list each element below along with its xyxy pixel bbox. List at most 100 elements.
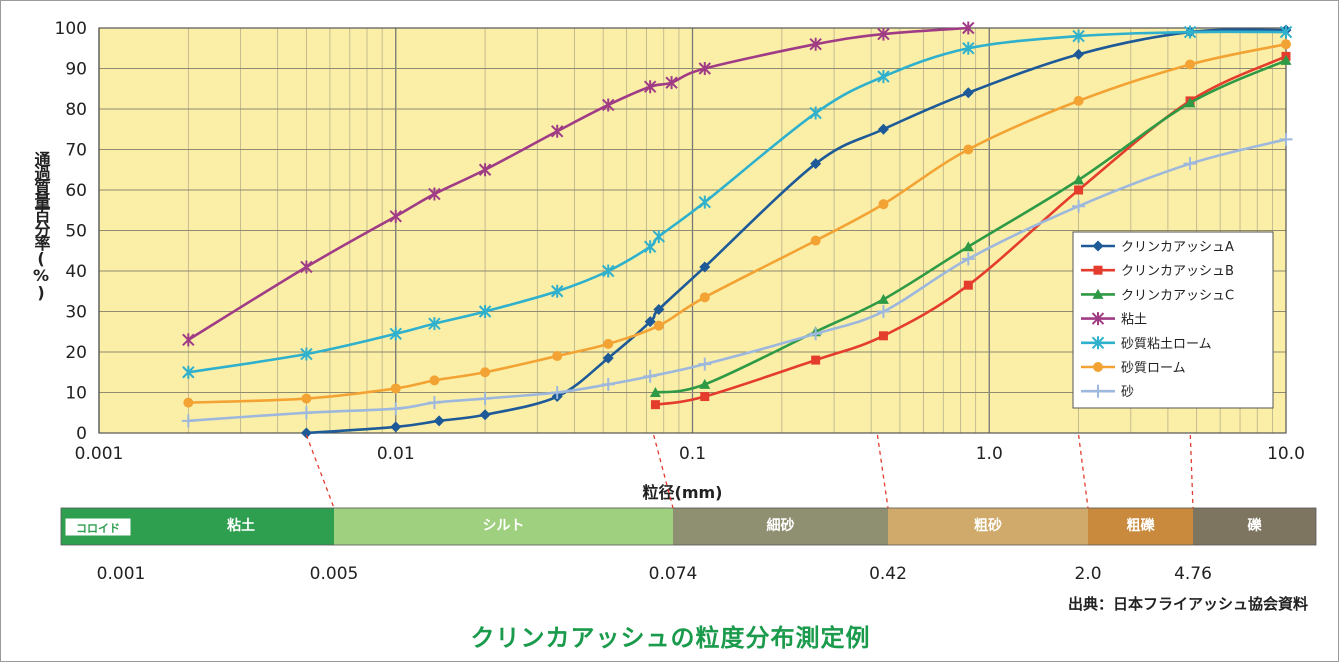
x-tick-label: 0.001 bbox=[75, 444, 124, 464]
data-point bbox=[182, 333, 195, 347]
data-point bbox=[810, 158, 822, 170]
data-point bbox=[1072, 29, 1085, 43]
data-point bbox=[877, 70, 890, 84]
data-point bbox=[1074, 185, 1084, 195]
data-point bbox=[301, 393, 312, 404]
y-tick-label: 70 bbox=[65, 141, 87, 161]
band-label: 粗礫 bbox=[1127, 517, 1156, 534]
y-tick-label: 90 bbox=[65, 60, 87, 80]
data-point bbox=[427, 396, 441, 410]
band-label: 礫 bbox=[1248, 517, 1263, 534]
data-point bbox=[698, 195, 711, 209]
series-4 bbox=[182, 21, 975, 347]
data-point bbox=[1073, 95, 1084, 106]
data-point bbox=[479, 409, 491, 421]
y-tick-label: 20 bbox=[65, 343, 87, 363]
series-line bbox=[655, 55, 1287, 406]
data-point bbox=[643, 80, 657, 94]
data-point bbox=[601, 377, 615, 391]
x-tick-label: 1.0 bbox=[976, 444, 1003, 464]
data-point bbox=[1093, 362, 1103, 372]
band-label: 細砂 bbox=[767, 517, 795, 534]
band-boundary-value: 0.001 bbox=[97, 564, 146, 584]
data-point bbox=[877, 293, 889, 304]
band-boundary-value: 2.0 bbox=[1074, 564, 1101, 584]
band-border bbox=[60, 507, 1317, 546]
legend-box bbox=[1072, 231, 1274, 409]
x-tick-label: 0.01 bbox=[377, 444, 415, 464]
legend: クリンカアッシュA クリンカアッシュB クリンカアッシュC 粘土砂質粘土ローム砂質ロー… bbox=[1072, 231, 1274, 409]
legend-label: 粘土 bbox=[1121, 313, 1147, 328]
data-point bbox=[961, 252, 975, 266]
data-point bbox=[389, 209, 402, 223]
band-label: 粘土 bbox=[227, 517, 255, 534]
data-point bbox=[698, 357, 712, 371]
data-point bbox=[962, 241, 974, 252]
data-point bbox=[698, 62, 711, 75]
data-point bbox=[699, 292, 710, 303]
data-point bbox=[300, 347, 313, 361]
data-point bbox=[390, 421, 402, 433]
legend-item: 砂質粘土ローム bbox=[1081, 336, 1212, 352]
data-point bbox=[480, 367, 491, 378]
boundary-connector bbox=[305, 434, 335, 509]
legend-item: 砂質ローム bbox=[1081, 361, 1186, 376]
band-label: 粗砂 bbox=[974, 517, 1002, 534]
legend-label: 砂 bbox=[1121, 385, 1134, 400]
data-point bbox=[700, 392, 710, 402]
data-point bbox=[878, 331, 888, 341]
data-point bbox=[699, 378, 711, 389]
data-point bbox=[181, 414, 195, 428]
data-point bbox=[963, 144, 974, 155]
data-point bbox=[652, 230, 666, 244]
data-point bbox=[1183, 25, 1197, 39]
data-point bbox=[1185, 59, 1196, 70]
band-boundary-value: 0.42 bbox=[869, 564, 907, 584]
band-segment bbox=[888, 508, 1088, 545]
series-line bbox=[306, 28, 1287, 435]
y-tick-label: 40 bbox=[65, 262, 87, 282]
band-segment bbox=[1088, 508, 1193, 545]
series-line bbox=[188, 138, 1287, 423]
x-axis-title: 粒径(mm) bbox=[643, 483, 723, 502]
series-7 bbox=[181, 132, 1293, 428]
y-tick-label: 10 bbox=[65, 384, 87, 404]
series-line bbox=[655, 59, 1287, 394]
data-point bbox=[478, 305, 492, 318]
band-boundary-value: 4.76 bbox=[1174, 564, 1212, 584]
band-segment bbox=[673, 508, 888, 545]
data-point bbox=[300, 427, 312, 439]
source-note: 出典：日本フライアッシュ協会資料 bbox=[1067, 595, 1308, 613]
data-point bbox=[1279, 25, 1293, 39]
data-point bbox=[552, 351, 563, 362]
data-point bbox=[653, 303, 665, 315]
data-point bbox=[1091, 336, 1105, 350]
data-point bbox=[643, 369, 657, 383]
data-point bbox=[602, 352, 614, 364]
data-point bbox=[478, 392, 492, 406]
data-point bbox=[183, 397, 194, 408]
band-boundary-value: 0.005 bbox=[310, 564, 359, 584]
legend-label: クリンカアッシュB bbox=[1121, 264, 1234, 279]
soil-class-band: コロイド 粘土 シルト 細砂 粗砂 粗礫 礫 bbox=[60, 507, 1317, 546]
data-point bbox=[389, 402, 403, 416]
data-point bbox=[433, 415, 445, 427]
data-point bbox=[603, 338, 614, 349]
data-point bbox=[389, 327, 402, 341]
x-tick-label: 10.0 bbox=[1267, 444, 1305, 464]
data-point bbox=[1183, 157, 1197, 171]
y-axis-title: 通過質量百分率(%) bbox=[32, 151, 52, 301]
data-point bbox=[810, 235, 821, 246]
data-point bbox=[182, 365, 195, 379]
legend-item: クリンカアッシュC bbox=[1081, 288, 1234, 303]
data-point bbox=[299, 406, 313, 420]
data-point bbox=[962, 41, 975, 55]
data-point bbox=[811, 355, 821, 365]
band-label: シルト bbox=[483, 518, 525, 534]
data-point bbox=[602, 98, 615, 112]
legend-label: 砂質ローム bbox=[1121, 361, 1186, 376]
boundary-connector bbox=[1189, 434, 1194, 509]
data-point bbox=[962, 87, 974, 99]
data-point bbox=[1073, 48, 1085, 60]
